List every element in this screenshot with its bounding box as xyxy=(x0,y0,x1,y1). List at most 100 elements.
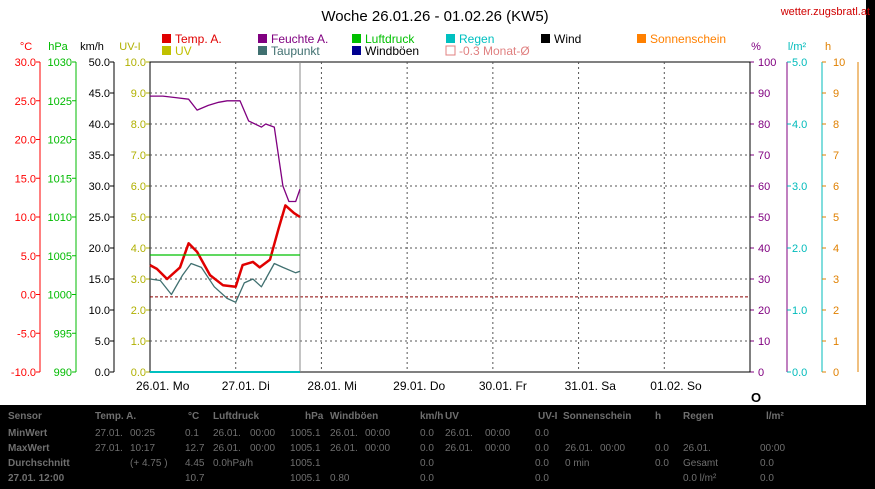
sun-axis-tick-label: 2 xyxy=(833,305,839,317)
sun-axis-unit: h xyxy=(825,41,831,53)
uv-axis-tick-label: 0.0 xyxy=(131,367,146,379)
stats-header-cell: Luftdruck xyxy=(213,411,260,422)
stats-cell: 0.0 xyxy=(535,473,549,484)
stats-cell: 0.0 xyxy=(535,443,549,454)
stats-cell: 4.45 xyxy=(185,458,205,469)
legend-swatch-sunshine xyxy=(637,34,646,43)
uv-axis-tick-label: 3.0 xyxy=(131,274,146,286)
temp-axis-tick-label: 10.0 xyxy=(15,212,36,224)
stats-cell: 26.01. xyxy=(330,428,358,439)
temp-axis-tick-label: 0.0 xyxy=(21,290,36,302)
pressure-axis-tick-label: 1010 xyxy=(48,212,72,224)
legend-swatch-rain xyxy=(446,34,455,43)
stats-header-cell: km/h xyxy=(420,411,444,422)
legend-swatch-gust xyxy=(352,46,361,55)
stats-cell: MaxWert xyxy=(8,443,50,454)
stats-header-cell: UV-I xyxy=(538,411,558,422)
humidity-axis-tick-label: 30 xyxy=(758,274,770,286)
stats-header-cell: h xyxy=(655,411,662,422)
stats-cell: 1005.1 xyxy=(290,443,321,454)
stats-cell: 0.80 xyxy=(330,473,350,484)
stats-cell: 10.7 xyxy=(185,473,205,484)
stats-cell: 26.01. xyxy=(683,443,711,454)
stats-cell: MinWert xyxy=(8,428,48,439)
stats-cell: 0.0 xyxy=(420,443,434,454)
rain-axis-tick-label: 1.0 xyxy=(792,305,807,317)
wind-axis-tick-label: 40.0 xyxy=(89,119,110,131)
sun-axis-tick-label: 1 xyxy=(833,336,839,348)
legend-label-temp: Temp. A. xyxy=(175,32,222,46)
series-line-feuchte-a- xyxy=(150,95,301,203)
stats-cell: 00:00 xyxy=(250,443,276,454)
temp-axis-tick-label: 5.0 xyxy=(21,251,36,263)
temp-axis-tick-label: 20.0 xyxy=(15,135,36,147)
stats-cell: 26.01. xyxy=(445,428,473,439)
humidity-axis-tick-label: 70 xyxy=(758,150,770,162)
site-link[interactable]: wetter.zugsbratl.at xyxy=(780,6,870,18)
stats-cell: 27.01. 12:00 xyxy=(8,473,65,484)
wind-axis-tick-label: 5.0 xyxy=(95,336,110,348)
pressure-axis-tick-label: 1030 xyxy=(48,57,72,69)
legend-label-sunshine: Sonnenschein xyxy=(650,32,726,46)
temp-axis-tick-label: -5.0 xyxy=(17,328,36,340)
wind-axis-tick-label: 30.0 xyxy=(89,181,110,193)
humidity-axis-tick-label: 0 xyxy=(758,367,764,379)
uv-axis-tick-label: 4.0 xyxy=(131,243,146,255)
stats-header-cell: Regen xyxy=(683,411,714,422)
uv-axis-tick-label: 6.0 xyxy=(131,181,146,193)
legend-swatch-wind xyxy=(541,34,550,43)
chart-background xyxy=(0,0,866,405)
stats-header-cell: l/m² xyxy=(766,411,784,422)
legend-swatch-dewpoint xyxy=(258,46,267,55)
wind-axis-tick-label: 45.0 xyxy=(89,88,110,100)
wind-axis-unit: km/h xyxy=(80,41,104,53)
humidity-axis-tick-label: 20 xyxy=(758,305,770,317)
legend-label-humidity: Feuchte A. xyxy=(271,32,328,46)
stats-cell: 0.0 xyxy=(420,458,434,469)
wind-axis-tick-label: 25.0 xyxy=(89,212,110,224)
x-tick-label: 26.01. Mo xyxy=(136,379,190,393)
series-line-taupunkt xyxy=(149,262,301,303)
humidity-axis-tick-label: 40 xyxy=(758,243,770,255)
axes: 30.025.020.015.010.05.00.0-5.0-10.010301… xyxy=(11,41,859,379)
wind-axis-tick-label: 15.0 xyxy=(89,274,110,286)
sun-axis-tick-label: 5 xyxy=(833,212,839,224)
x-tick-label: 29.01. Do xyxy=(393,379,445,393)
stats-cell: 26.01. xyxy=(330,443,358,454)
humidity-axis-tick-label: 10 xyxy=(758,336,770,348)
sun-axis-tick-label: 3 xyxy=(833,274,839,286)
plot-area: 26.01. Mo 27.01. Di 28.01. Mi 29.01. Do 30.0… xyxy=(136,61,751,393)
stats-cell: 26.01. xyxy=(213,428,241,439)
pressure-axis-tick-label: 1005 xyxy=(48,251,72,263)
wind-axis-tick-label: 10.0 xyxy=(89,305,110,317)
stats-cell: 0.0hPa/h xyxy=(213,458,254,469)
x-tick-label: 31.01. Sa xyxy=(565,379,617,393)
humidity-axis-unit: % xyxy=(751,41,761,53)
humidity-axis-tick-label: 90 xyxy=(758,88,770,100)
legend-label-pressure: Luftdruck xyxy=(365,32,415,46)
rain-axis-unit: l/m² xyxy=(788,41,807,53)
humidity-axis-tick-label: 80 xyxy=(758,119,770,131)
stats-header-cell: Sensor xyxy=(8,411,42,422)
stats-header-cell: Sonnenschein xyxy=(563,411,632,422)
temp-axis-tick-label: 25.0 xyxy=(15,96,36,108)
stats-header-cell: hPa xyxy=(305,411,324,422)
rain-axis-tick-label: 2.0 xyxy=(792,243,807,255)
legend: Temp. A. Feuchte A. Luftdruck Regen Wind Sonn… xyxy=(162,32,726,58)
stats-cell: 10:17 xyxy=(130,443,156,454)
pressure-axis-unit: hPa xyxy=(48,41,68,53)
stats-cell: 1005.1 xyxy=(290,428,321,439)
temp-axis-unit: °C xyxy=(20,41,32,53)
uv-axis-tick-label: 2.0 xyxy=(131,305,146,317)
status-circle: O xyxy=(751,390,761,405)
sun-axis-tick-label: 9 xyxy=(833,88,839,100)
pressure-axis-tick-label: 990 xyxy=(54,367,72,379)
stats-row: MinWert 27.01. 00:25 0.1 26.01. 00:00 1005.1 26… xyxy=(0,428,875,443)
humidity-axis-tick-label: 50 xyxy=(758,212,770,224)
stats-cell: (+ 4.75 ) xyxy=(130,458,168,469)
rain-axis-tick-label: 3.0 xyxy=(792,181,807,193)
stats-cell: 0.0 xyxy=(535,428,549,439)
wind-axis-tick-label: 35.0 xyxy=(89,150,110,162)
stats-cell: 27.01. xyxy=(95,428,123,439)
